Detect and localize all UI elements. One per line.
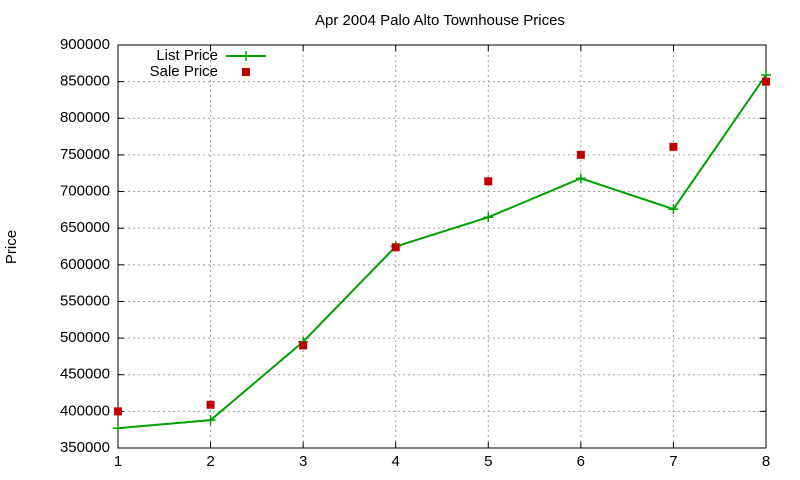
y-tick-label: 400000 — [60, 402, 110, 419]
point-marker — [113, 423, 123, 434]
point-marker — [484, 177, 493, 186]
y-tick-label: 850000 — [60, 73, 110, 90]
point-marker — [483, 212, 494, 223]
x-tick-label: 4 — [392, 453, 400, 470]
x-tick-label: 6 — [577, 453, 585, 470]
x-tick-label: 2 — [206, 453, 214, 470]
series-line — [117, 74, 767, 430]
legend-swatch — [242, 68, 250, 76]
y-tick-label: 600000 — [60, 256, 110, 273]
x-tick-label: 7 — [669, 453, 677, 470]
point-marker — [762, 77, 770, 86]
point-marker — [575, 173, 586, 184]
point-marker — [669, 142, 678, 151]
y-tick-label: 500000 — [60, 329, 110, 346]
y-tick-label: 450000 — [60, 366, 110, 383]
y-tick-label: 550000 — [60, 292, 110, 309]
y-tick-label: 350000 — [60, 439, 110, 456]
point-marker — [576, 150, 585, 159]
point-marker — [391, 243, 400, 252]
legend-label: Sale Price — [150, 63, 218, 80]
y-tick-label: 800000 — [60, 109, 110, 126]
y-tick-label: 650000 — [60, 219, 110, 236]
point-marker — [114, 407, 122, 416]
point-marker — [205, 415, 216, 426]
y-axis-label: Price — [3, 230, 20, 264]
point-marker — [299, 341, 308, 350]
y-tick-label: 900000 — [60, 36, 110, 53]
point-marker — [206, 400, 215, 409]
legend-label: List Price — [156, 47, 218, 64]
y-tick-label: 700000 — [60, 183, 110, 200]
point-marker — [668, 204, 679, 215]
x-tick-label: 5 — [484, 453, 492, 470]
x-tick-label: 3 — [299, 453, 307, 470]
x-tick-label: 1 — [114, 453, 122, 470]
legend-swatch — [241, 51, 251, 61]
plot-frame — [117, 44, 767, 449]
chart-title: Apr 2004 Palo Alto Townhouse Prices — [315, 12, 565, 29]
x-tick-label: 8 — [762, 453, 770, 470]
y-tick-label: 750000 — [60, 146, 110, 163]
